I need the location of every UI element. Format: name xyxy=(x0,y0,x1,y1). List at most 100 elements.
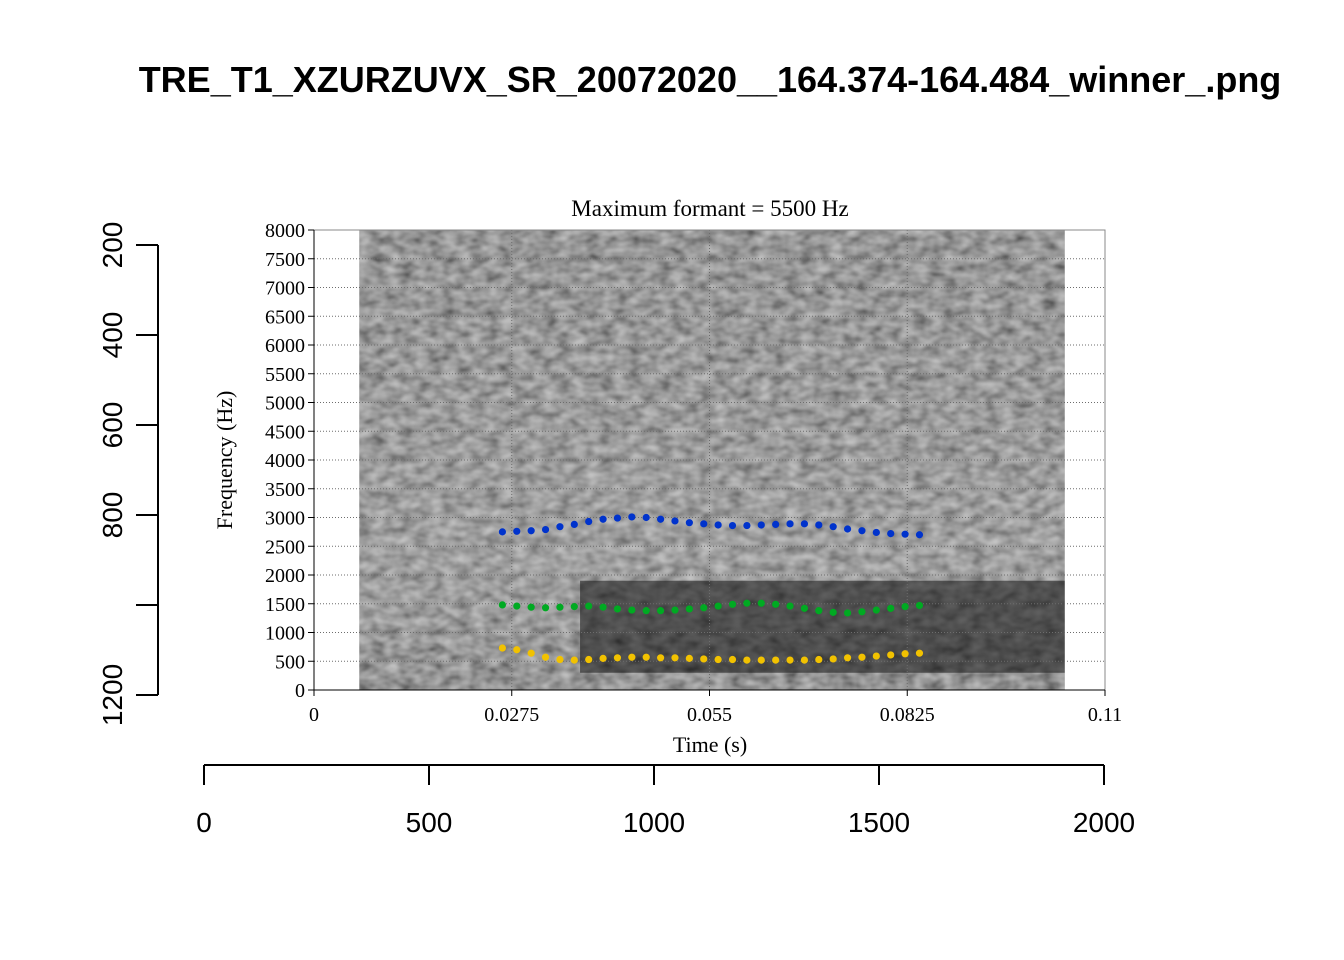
formant-point xyxy=(556,523,564,531)
y-tick-label: 6500 xyxy=(265,306,305,328)
formant-point xyxy=(628,606,636,614)
formant-point xyxy=(513,602,521,610)
formant-point xyxy=(815,521,823,529)
formant-point xyxy=(858,527,866,535)
formant-point xyxy=(700,655,708,663)
outer-bottom-axis: 0 500 1000 1500 2000 xyxy=(196,764,1135,838)
formant-point xyxy=(757,521,765,529)
chart-subtitle: Maximum formant = 5500 Hz xyxy=(571,196,848,221)
formant-point xyxy=(685,519,693,527)
formant-point xyxy=(858,608,866,616)
formant-point xyxy=(599,603,607,611)
formant-point xyxy=(570,603,578,611)
formant-point xyxy=(714,602,722,610)
y-axis-label: Frequency (Hz) xyxy=(212,391,237,530)
y-tick-label: 1500 xyxy=(265,594,305,616)
outer-left-axis: 200 400 600 800 1200 xyxy=(97,222,159,726)
formant-point xyxy=(887,604,895,612)
y-tick-label: 6000 xyxy=(265,335,305,357)
x-tick-label: 0 xyxy=(309,704,319,726)
formant-point xyxy=(527,527,535,535)
formant-point xyxy=(815,655,823,664)
formant-point xyxy=(728,521,737,530)
formant-point xyxy=(786,656,794,664)
y-tick-label: 5500 xyxy=(265,364,305,386)
formant-point xyxy=(585,517,593,526)
formant-point xyxy=(772,600,780,608)
formant-point xyxy=(858,653,866,661)
formant-point xyxy=(872,606,880,614)
formant-point xyxy=(541,653,550,661)
y-tick-label: 7000 xyxy=(265,278,305,300)
outer-left-tick-label: 800 xyxy=(97,492,128,539)
formant-point xyxy=(556,603,564,611)
outer-bottom-tick-label: 2000 xyxy=(1073,807,1135,838)
formant-point xyxy=(556,655,564,664)
inner-axes: 0 500 1000 1500 2000 2500 3000 3500 4000 4500 5000… xyxy=(265,220,1122,726)
formant-point xyxy=(642,513,650,522)
formant-point xyxy=(513,527,521,535)
formant-point xyxy=(599,515,607,523)
formant-point xyxy=(772,520,780,529)
formant-tracks xyxy=(498,513,924,664)
formant-point xyxy=(786,520,794,528)
formant-point xyxy=(915,601,924,610)
y-tick-label: 1000 xyxy=(265,623,305,645)
formant-point xyxy=(671,517,679,525)
formant-point xyxy=(829,608,837,616)
formant-point xyxy=(700,520,708,528)
y-tick-label: 4500 xyxy=(265,421,305,443)
formant-point xyxy=(570,656,578,664)
formant-point xyxy=(513,646,521,654)
y-tick-label: 3500 xyxy=(265,479,305,501)
formant-point xyxy=(901,603,909,611)
formant-point xyxy=(498,601,507,609)
formant-point xyxy=(829,523,837,531)
y-tick-label: 0 xyxy=(295,680,305,702)
formant-point xyxy=(671,606,679,614)
formant-point xyxy=(700,604,708,612)
formant-point xyxy=(642,653,650,661)
formant-series-2 xyxy=(498,599,924,617)
formant-point xyxy=(541,604,550,612)
formant-point xyxy=(901,530,909,538)
formant-point xyxy=(743,656,751,664)
formant-point xyxy=(786,602,794,610)
formant-point xyxy=(872,528,880,537)
formant-point xyxy=(585,655,593,664)
x-tick-label: 0.11 xyxy=(1088,704,1122,726)
formant-point xyxy=(829,655,837,663)
formant-point xyxy=(800,604,809,612)
formant-point xyxy=(657,654,665,662)
y-tick-label: 8000 xyxy=(265,220,305,242)
formant-point xyxy=(642,607,650,615)
y-tick-label: 500 xyxy=(275,651,305,673)
outer-bottom-tick-label: 1500 xyxy=(848,807,910,838)
formant-point xyxy=(527,649,535,657)
formant-point xyxy=(915,531,924,539)
formant-point xyxy=(541,525,550,534)
formant-point xyxy=(872,652,880,660)
formant-point xyxy=(498,528,507,536)
outer-bottom-tick-label: 500 xyxy=(406,807,453,838)
y-tick-label: 3000 xyxy=(265,508,305,530)
outer-left-tick-label: 600 xyxy=(97,402,128,449)
formant-point xyxy=(843,654,852,662)
formant-point xyxy=(757,656,765,664)
formant-point xyxy=(628,513,636,521)
y-tick-label: 2500 xyxy=(265,536,305,558)
formant-point xyxy=(714,521,722,529)
y-tick-label: 2000 xyxy=(265,565,305,587)
outer-left-tick-label: 400 xyxy=(97,312,128,359)
y-tick-label: 4000 xyxy=(265,450,305,472)
formant-point xyxy=(613,514,622,522)
formant-point xyxy=(728,655,737,664)
formant-point xyxy=(628,653,636,661)
formant-point xyxy=(613,605,622,613)
formant-point xyxy=(915,649,924,657)
outer-left-tick-label: 1200 xyxy=(97,664,128,726)
formant-point xyxy=(743,599,751,607)
formant-point xyxy=(800,656,809,664)
formant-point xyxy=(685,605,693,613)
figure-title: TRE_T1_XZURZUVX_SR_20072020__164.374-164… xyxy=(139,59,1282,100)
